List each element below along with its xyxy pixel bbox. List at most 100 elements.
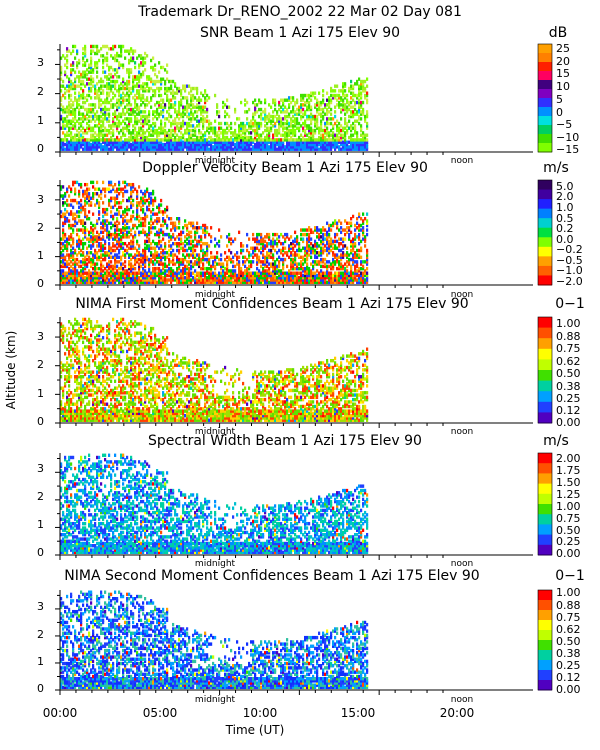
heatmap-cell — [88, 126, 91, 130]
heatmap-cell — [126, 232, 129, 237]
heatmap-cell — [70, 93, 73, 98]
heatmap-cell — [100, 124, 103, 128]
heatmap-cell — [72, 110, 75, 114]
heatmap-cell — [98, 142, 101, 147]
heatmap-cell — [324, 138, 327, 142]
heatmap-cell — [304, 138, 307, 142]
heatmap-cell — [92, 185, 95, 189]
heatmap-cell — [178, 121, 181, 126]
heatmap-cell — [174, 135, 177, 140]
heatmap-cell — [318, 103, 321, 107]
heatmap-cell — [122, 180, 125, 185]
heatmap-cell — [186, 142, 189, 147]
heatmap-cell — [72, 273, 75, 278]
heatmap-cell — [132, 273, 135, 278]
heatmap-cell — [166, 147, 169, 151]
heatmap-cell — [326, 110, 329, 114]
heatmap-cell — [62, 232, 65, 237]
heatmap-cell — [238, 255, 241, 260]
heatmap-cell — [88, 232, 91, 237]
heatmap-cell — [278, 147, 281, 151]
heatmap-cell — [244, 128, 247, 133]
heatmap-cell — [346, 100, 349, 105]
heatmap-cell — [222, 133, 225, 137]
heatmap-cell — [74, 266, 77, 271]
heatmap-cell — [336, 98, 339, 102]
heatmap-cell — [302, 121, 305, 126]
heatmap-cell — [236, 138, 239, 142]
heatmap-cell — [200, 117, 203, 121]
heatmap-cell — [242, 260, 245, 264]
heatmap-cell — [120, 96, 123, 100]
heatmap-cell — [164, 131, 167, 135]
heatmap-cell — [244, 126, 247, 130]
heatmap-cell — [326, 121, 329, 126]
heatmap-cell — [174, 103, 177, 107]
heatmap-cell — [78, 210, 81, 214]
heatmap-cell — [70, 145, 73, 149]
heatmap-cell — [152, 121, 155, 126]
heatmap-cell — [308, 103, 311, 107]
heatmap-cell — [128, 145, 131, 149]
heatmap-cell — [252, 278, 255, 282]
heatmap-cell — [336, 124, 339, 128]
heatmap-cell — [288, 105, 291, 109]
heatmap-cell — [308, 239, 311, 244]
heatmap-cell — [82, 147, 85, 151]
heatmap-cell — [62, 237, 65, 241]
heatmap-cell — [236, 278, 239, 282]
heatmap-cell — [122, 253, 125, 257]
heatmap-cell — [178, 248, 181, 253]
heatmap-cell — [246, 117, 249, 121]
heatmap-cell — [292, 124, 295, 128]
heatmap-cell — [120, 44, 123, 49]
heatmap-cell — [208, 135, 211, 140]
heatmap-cell — [166, 140, 169, 144]
heatmap-cell — [296, 235, 299, 239]
heatmap-cell — [256, 126, 259, 130]
heatmap-cell — [200, 237, 203, 241]
heatmap-cell — [142, 96, 145, 100]
heatmap-cell — [110, 89, 113, 93]
heatmap-cell — [330, 86, 333, 91]
heatmap-cell — [282, 128, 285, 133]
heatmap-cell — [78, 273, 81, 278]
heatmap-cell — [82, 223, 85, 228]
heatmap-cell — [352, 105, 355, 109]
heatmap-cell — [204, 117, 207, 121]
heatmap-cell — [260, 138, 263, 142]
heatmap-cell — [260, 124, 263, 128]
heatmap-cell — [238, 266, 241, 271]
heatmap-cell — [60, 194, 63, 198]
heatmap-cell — [274, 241, 277, 246]
heatmap-cell — [154, 246, 157, 250]
heatmap-cell — [186, 266, 189, 271]
heatmap-cell — [200, 278, 203, 282]
heatmap-cell — [178, 264, 181, 269]
heatmap-cell — [272, 276, 275, 280]
heatmap-cell — [296, 126, 299, 130]
heatmap-cell — [268, 262, 271, 266]
heatmap-cell — [346, 128, 349, 133]
heatmap-cell — [80, 140, 83, 144]
heatmap-cell — [284, 232, 287, 237]
heatmap-cell — [88, 65, 91, 70]
heatmap-cell — [246, 100, 249, 105]
heatmap-cell — [150, 105, 153, 109]
heatmap-cell — [74, 271, 77, 275]
heatmap-cell — [62, 269, 65, 273]
heatmap-cell — [244, 138, 247, 142]
heatmap-cell — [200, 140, 203, 144]
heatmap-cell — [274, 264, 277, 269]
heatmap-cell — [144, 89, 147, 93]
heatmap-cell — [116, 189, 119, 194]
heatmap-cell — [86, 251, 89, 255]
heatmap-cell — [292, 246, 295, 250]
heatmap-cell — [176, 140, 179, 144]
heatmap-cell — [272, 239, 275, 244]
heatmap-cell — [360, 142, 363, 147]
cbar-tick-4: 5 — [556, 93, 563, 106]
heatmap-cell — [136, 194, 139, 198]
heatmap-cell — [168, 107, 171, 112]
heatmap-cell — [154, 91, 157, 95]
